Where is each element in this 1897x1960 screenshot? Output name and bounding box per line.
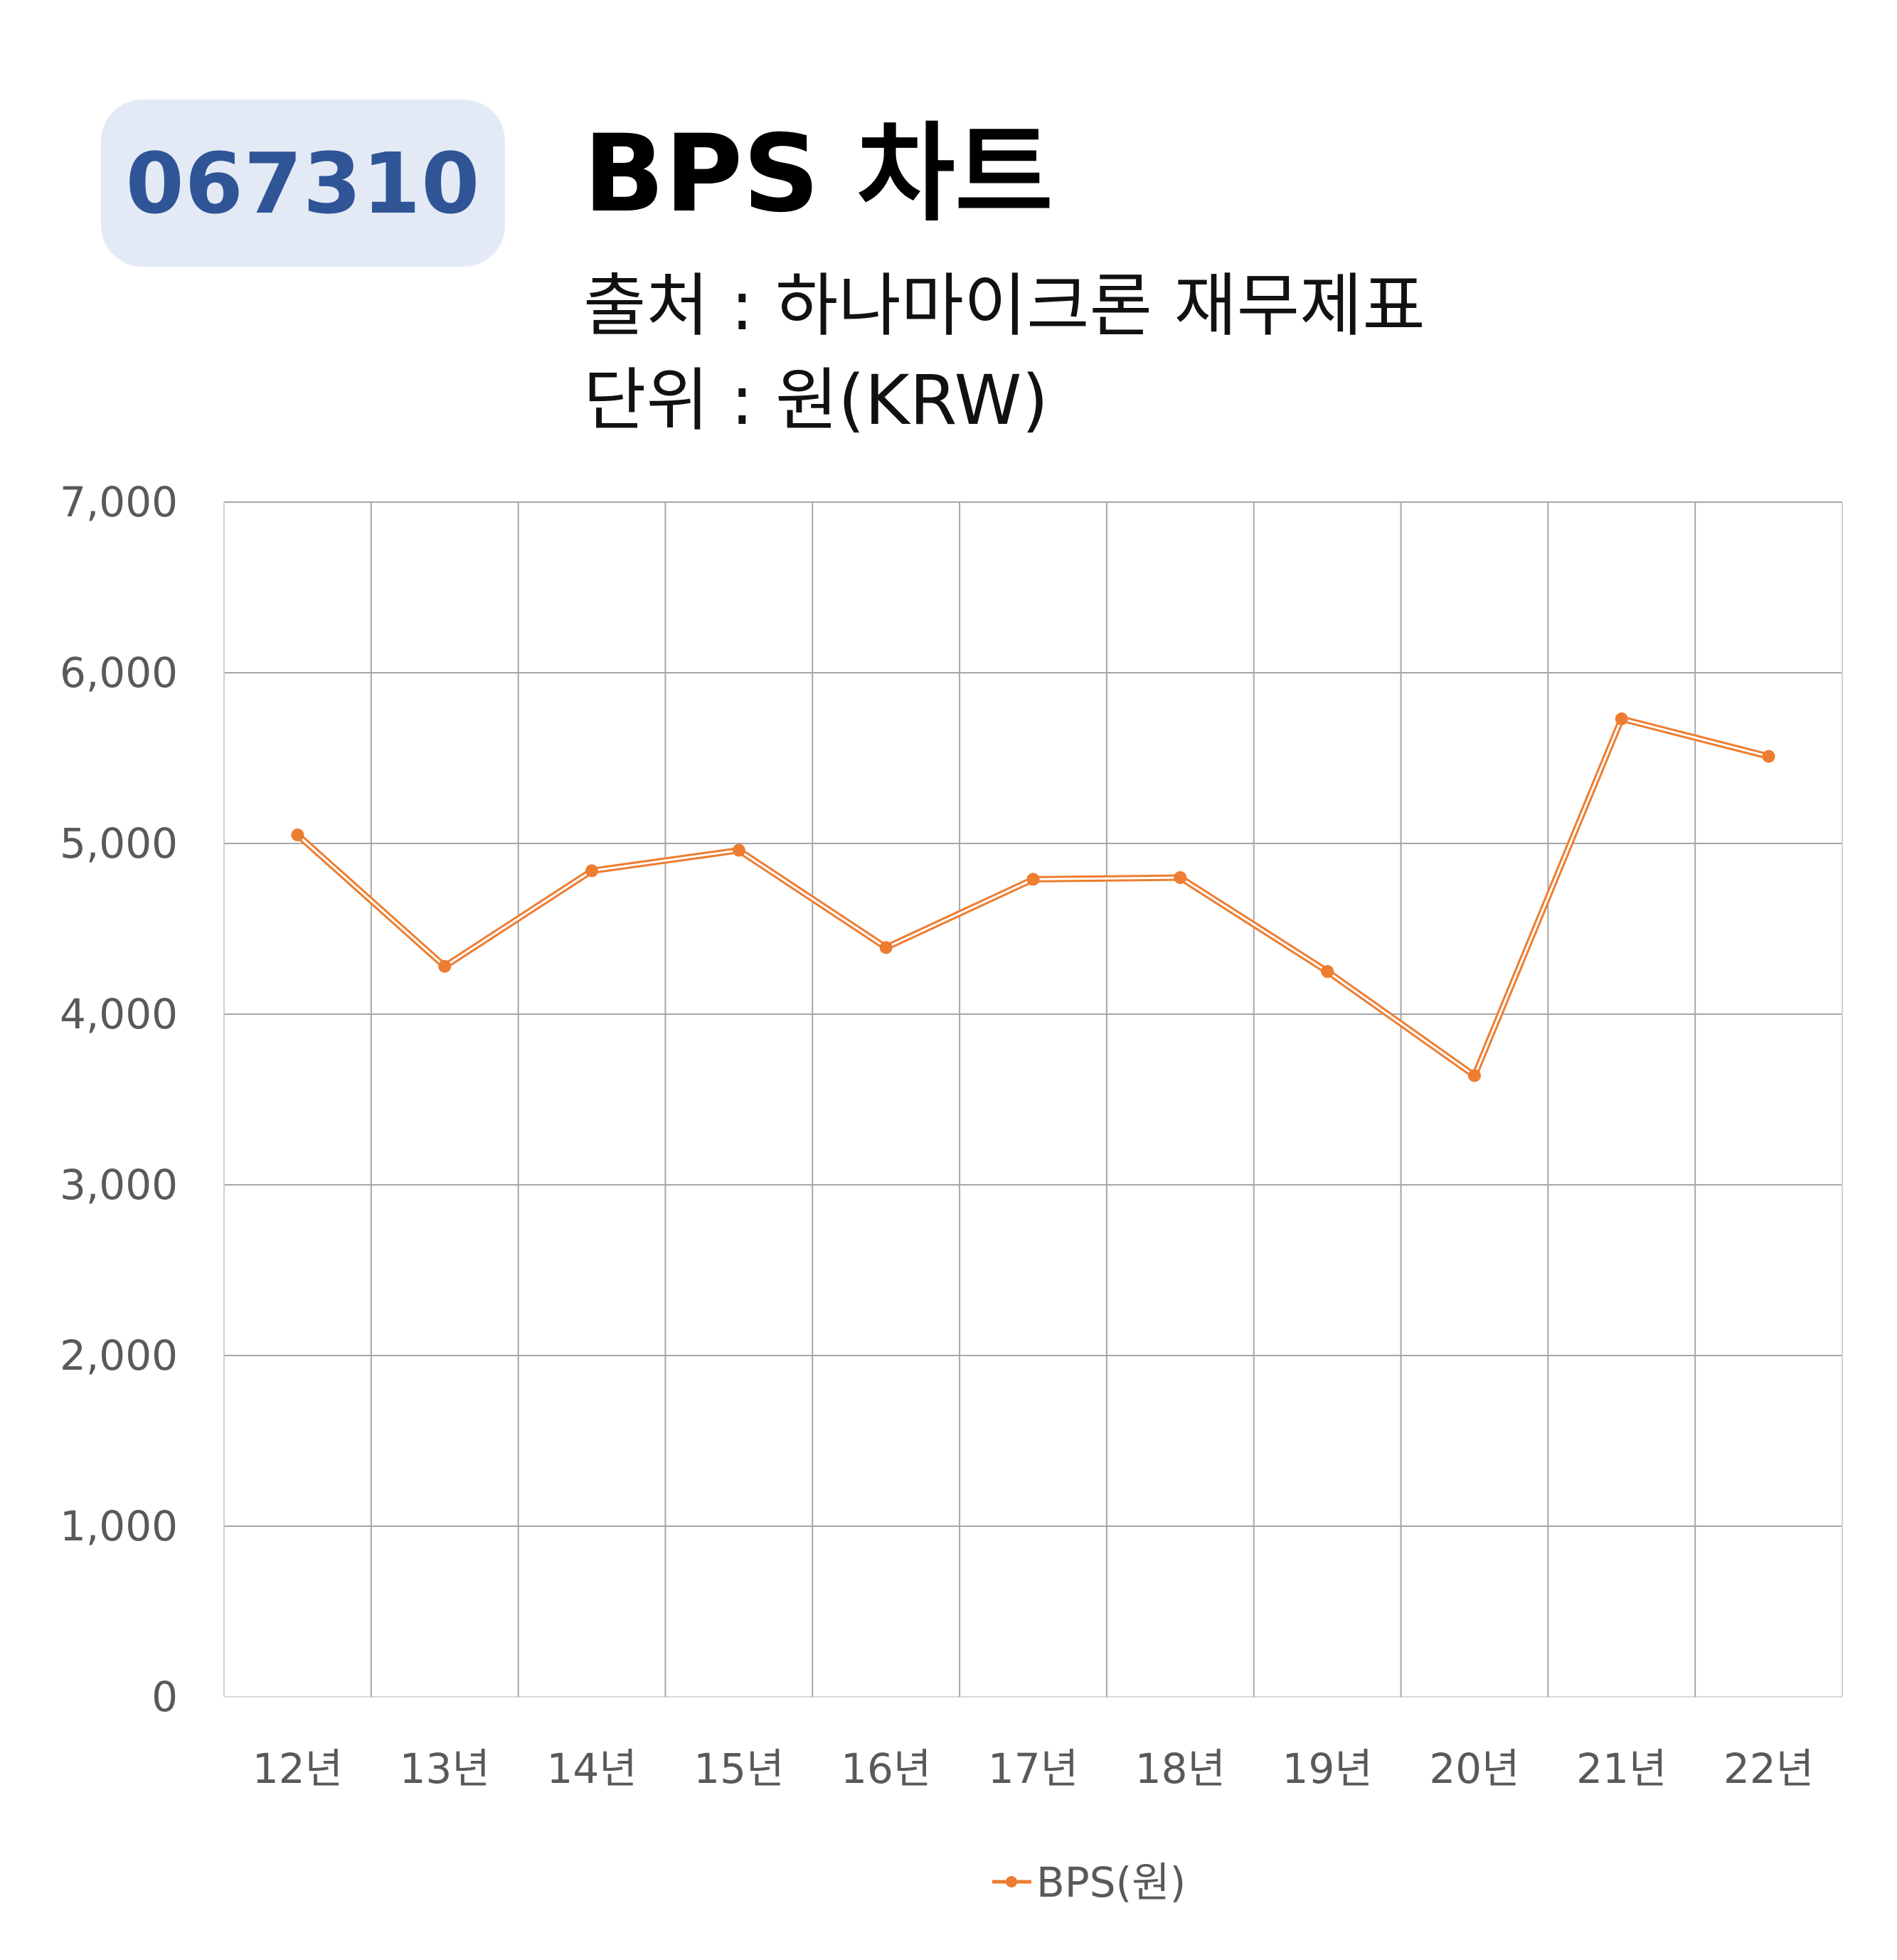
y-tick-label: 4,000 <box>60 990 178 1038</box>
y-tick-label: 2,000 <box>60 1331 178 1380</box>
data-point <box>879 941 893 954</box>
data-point <box>1321 965 1334 978</box>
series-bps <box>291 712 1775 1082</box>
y-tick-label: 5,000 <box>60 819 178 868</box>
x-tick-label: 20년 <box>1429 1745 1519 1793</box>
stock-code-badge: 067310 <box>101 100 505 267</box>
data-point <box>1467 1069 1481 1082</box>
x-tick-label: 13년 <box>400 1745 490 1793</box>
chart-unit: 단위 : 원(KRW) <box>583 361 1048 440</box>
x-tick-label: 12년 <box>253 1745 343 1793</box>
x-tick-label: 19년 <box>1282 1745 1373 1793</box>
y-axis-ticks: 0 1,000 2,000 3,000 4,000 5,000 6,000 7,000 <box>60 478 178 1721</box>
x-tick-label: 18년 <box>1135 1745 1226 1793</box>
chart-source: 출처 : 하나마이크론 재무제표 <box>583 266 1425 346</box>
y-tick-label: 3,000 <box>60 1161 178 1209</box>
chart-title: BPS 차트 <box>583 112 1053 236</box>
data-point <box>1026 873 1040 886</box>
x-tick-label: 15년 <box>694 1745 784 1793</box>
data-point <box>438 959 452 973</box>
legend: BPS(원) <box>992 1858 1186 1907</box>
stock-code: 067310 <box>125 134 481 233</box>
data-point <box>1615 712 1628 725</box>
y-tick-label: 6,000 <box>60 649 178 697</box>
data-point <box>1174 871 1187 884</box>
x-tick-label: 17년 <box>988 1745 1078 1793</box>
data-point <box>585 864 599 878</box>
legend-marker <box>1006 1876 1017 1887</box>
x-axis-ticks: 12년 13년 14년 15년 16년 17년 18년 19년 20년 21년 22년 <box>253 1745 1814 1793</box>
x-tick-label: 21년 <box>1576 1745 1667 1793</box>
data-point <box>732 843 745 857</box>
y-tick-label: 1,000 <box>60 1502 178 1550</box>
x-tick-label: 16년 <box>841 1745 931 1793</box>
y-tick-label: 0 <box>152 1673 178 1721</box>
legend-label: BPS(원) <box>1036 1858 1186 1907</box>
data-point <box>291 829 304 841</box>
grid <box>223 501 1843 1698</box>
data-point <box>1762 750 1775 763</box>
x-tick-label: 22년 <box>1723 1745 1814 1793</box>
y-tick-label: 7,000 <box>60 478 178 526</box>
x-tick-label: 14년 <box>546 1745 637 1793</box>
